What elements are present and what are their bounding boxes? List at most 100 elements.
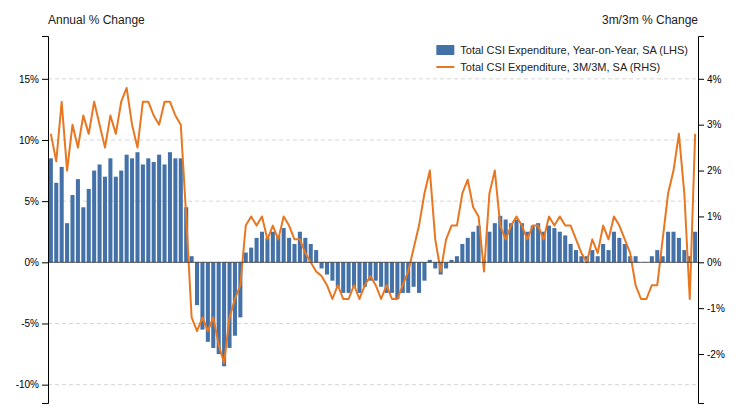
- tick: 5%: [25, 196, 48, 207]
- bar: [282, 228, 286, 262]
- plot: -10% -5% 0% 5% 10% 15% -2% -1% 0% 1% 2% 3% 4% Annual …: [16, 13, 725, 404]
- grid: [48, 79, 698, 385]
- bar: [54, 183, 58, 263]
- bar: [569, 244, 573, 262]
- tick-mark: [42, 140, 48, 141]
- tick: 10%: [19, 135, 48, 146]
- bar: [493, 223, 497, 262]
- bar: [298, 232, 302, 263]
- bar: [666, 232, 670, 263]
- legend-swatch: [436, 66, 454, 68]
- bar: [422, 262, 426, 280]
- tick: 1%: [698, 211, 722, 222]
- bar: [341, 262, 345, 293]
- bar: [244, 253, 248, 263]
- tick: 0%: [25, 257, 48, 268]
- legend-label: Total CSI Expenditure, Year-on-Year, SA …: [460, 44, 688, 56]
- bar: [141, 164, 145, 262]
- bar: [390, 262, 394, 293]
- y2-axis-title: 3m/3m % Change: [602, 13, 698, 27]
- tick-label: -1%: [707, 303, 725, 314]
- bar: [98, 164, 102, 262]
- bar: [487, 232, 491, 263]
- bar: [265, 238, 269, 262]
- tick-label: 2%: [707, 165, 722, 176]
- bar: [173, 158, 177, 262]
- tick: 4%: [698, 74, 722, 85]
- bar: [412, 262, 416, 286]
- bar: [601, 244, 605, 262]
- tick-label: 0%: [25, 257, 40, 268]
- tick: -1%: [698, 303, 725, 314]
- tick-mark: [42, 79, 48, 80]
- bar: [617, 238, 621, 262]
- bar-series: [49, 152, 697, 366]
- tick-mark: [42, 323, 48, 324]
- bar: [590, 250, 594, 262]
- tick-mark: [698, 125, 704, 126]
- bar: [260, 232, 264, 263]
- legend-label: Total CSI Expenditure, 3M/3M, SA (RHS): [460, 61, 660, 73]
- bar: [87, 189, 91, 262]
- zero-line: [48, 262, 698, 263]
- bar: [514, 220, 518, 263]
- bar: [190, 256, 194, 262]
- tick-mark: [698, 308, 704, 309]
- bar: [157, 155, 161, 263]
- bar: [596, 256, 600, 262]
- bar: [444, 262, 448, 268]
- bar: [76, 179, 80, 262]
- bar: [352, 262, 356, 286]
- tick: -5%: [21, 318, 48, 329]
- bar: [179, 158, 183, 262]
- bar: [347, 262, 351, 293]
- bar: [547, 226, 551, 263]
- axis-line: [42, 37, 49, 404]
- tick: -10%: [16, 379, 48, 390]
- bar: [671, 232, 675, 263]
- bar: [168, 152, 172, 262]
- bar: [103, 177, 107, 263]
- bar: [682, 250, 686, 262]
- bar: [612, 232, 616, 263]
- bar: [49, 158, 53, 262]
- y-axis-title: Annual % Change: [48, 13, 145, 27]
- bar: [292, 244, 296, 262]
- tick-label: 10%: [19, 135, 39, 146]
- bar: [455, 256, 459, 262]
- grid-line: [48, 201, 698, 202]
- bar: [287, 238, 291, 262]
- bar: [634, 256, 638, 262]
- legend-item: Total CSI Expenditure, Year-on-Year, SA …: [436, 44, 688, 56]
- tick-label: -5%: [21, 318, 39, 329]
- tick-mark: [698, 262, 704, 263]
- marks: [49, 88, 697, 366]
- bar: [552, 228, 556, 262]
- bar: [655, 250, 659, 262]
- bar: [471, 232, 475, 263]
- bar: [163, 164, 167, 262]
- bar: [60, 167, 64, 262]
- tick: 0%: [698, 257, 722, 268]
- bar: [119, 171, 123, 263]
- bar: [650, 256, 654, 262]
- tick-label: 3%: [707, 119, 722, 130]
- bar: [255, 238, 259, 262]
- tick-label: -2%: [707, 349, 725, 360]
- tick-mark: [698, 79, 704, 80]
- tick: 15%: [19, 74, 48, 85]
- grid-line: [48, 262, 698, 263]
- legend-item: Total CSI Expenditure, 3M/3M, SA (RHS): [436, 61, 660, 73]
- bar: [574, 250, 578, 262]
- bar: [130, 158, 134, 262]
- bar: [504, 220, 508, 263]
- chart: -10% -5% 0% 5% 10% 15% -2% -1% 0% 1% 2% 3% 4% Annual …: [0, 0, 746, 419]
- axis-line: [699, 37, 705, 404]
- bar: [152, 162, 156, 262]
- bar: [146, 158, 150, 262]
- bar: [357, 262, 361, 293]
- bar: [330, 262, 334, 280]
- legend-swatch: [436, 45, 454, 55]
- tick-mark: [42, 201, 48, 202]
- bar: [677, 238, 681, 262]
